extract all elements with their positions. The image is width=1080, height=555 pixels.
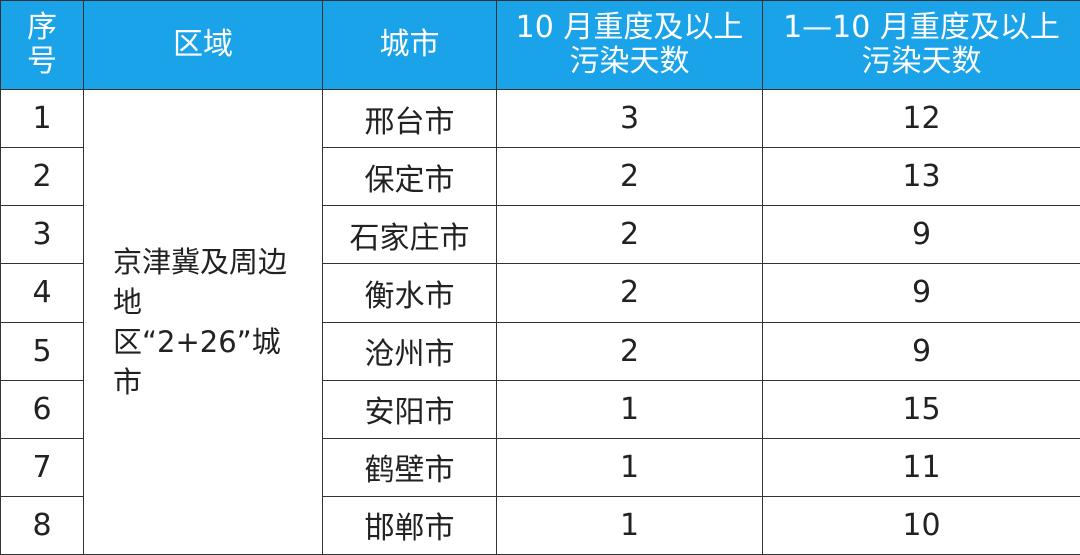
cell-index: 7 bbox=[0, 437, 84, 497]
cell-index: 8 bbox=[0, 495, 84, 555]
cell-city: 邢台市 bbox=[322, 88, 497, 149]
header-row: 序号 区域 城市 10 月重度及以上污染天数 1—10 月重度及以上污染天数 bbox=[0, 0, 1080, 90]
header-index: 序号 bbox=[0, 0, 84, 90]
cell-oct-days: 1 bbox=[496, 495, 763, 555]
table-row: 6 安阳市 1 15 bbox=[0, 379, 1080, 439]
cell-ytd-days: 15 bbox=[762, 379, 1080, 439]
cell-ytd-days: 10 bbox=[762, 495, 1080, 555]
cell-city: 安阳市 bbox=[322, 379, 497, 439]
cell-index: 6 bbox=[0, 379, 84, 439]
cell-oct-days: 2 bbox=[496, 205, 763, 265]
cell-index: 3 bbox=[0, 205, 84, 265]
table-row: 8 邯郸市 1 10 bbox=[0, 495, 1080, 555]
header-city: 城市 bbox=[322, 0, 497, 90]
region-text: 京津冀及周边地区“2+26”城市 bbox=[113, 245, 288, 399]
cell-city: 邯郸市 bbox=[322, 495, 497, 555]
cell-city: 沧州市 bbox=[322, 321, 497, 381]
cell-city: 石家庄市 bbox=[322, 205, 497, 265]
cell-city: 保定市 bbox=[322, 147, 497, 207]
header-ytd-days: 1—10 月重度及以上污染天数 bbox=[762, 0, 1080, 90]
cell-oct-days: 1 bbox=[496, 379, 763, 439]
cell-index: 1 bbox=[0, 88, 84, 149]
table-row: 4 衡水市 2 9 bbox=[0, 263, 1080, 323]
table-row: 5 沧州市 2 9 bbox=[0, 321, 1080, 381]
cell-index: 2 bbox=[0, 147, 84, 207]
cell-ytd-days: 9 bbox=[762, 263, 1080, 323]
cell-city: 鹤壁市 bbox=[322, 437, 497, 497]
cell-ytd-days: 13 bbox=[762, 147, 1080, 207]
cell-oct-days: 1 bbox=[496, 437, 763, 497]
cell-ytd-days: 11 bbox=[762, 437, 1080, 497]
table-row: 1 京津冀及周边地区“2+26”城市 邢台市 3 12 bbox=[0, 88, 1080, 555]
cell-index: 4 bbox=[0, 263, 84, 323]
cell-oct-days: 2 bbox=[496, 263, 763, 323]
cell-oct-days: 2 bbox=[496, 147, 763, 207]
cell-region: 京津冀及周边地区“2+26”城市 bbox=[83, 89, 323, 555]
cell-oct-days: 2 bbox=[496, 321, 763, 381]
header-region: 区域 bbox=[83, 0, 323, 90]
cell-ytd-days: 9 bbox=[762, 321, 1080, 381]
cell-ytd-days: 9 bbox=[762, 205, 1080, 265]
cell-city: 衡水市 bbox=[322, 263, 497, 323]
cell-ytd-days: 12 bbox=[762, 88, 1080, 149]
table-row: 2 保定市 2 13 bbox=[0, 147, 1080, 207]
header-oct-days: 10 月重度及以上污染天数 bbox=[496, 0, 763, 90]
cell-index: 5 bbox=[0, 321, 84, 381]
cell-oct-days: 3 bbox=[496, 88, 763, 149]
